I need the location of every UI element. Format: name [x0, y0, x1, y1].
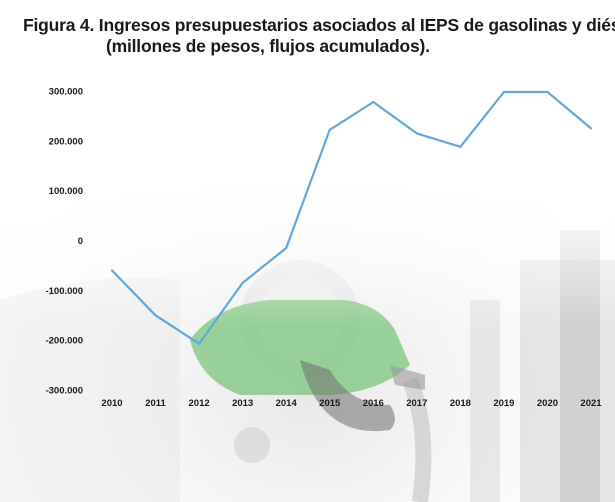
y-tick-label: 200.000 [49, 136, 83, 147]
x-tick-label: 2015 [319, 398, 341, 409]
y-tick-label: 0 [78, 236, 83, 247]
y-tick-label: -300.000 [45, 386, 83, 397]
data-point [589, 127, 593, 130]
y-tick-label: -100.000 [45, 286, 83, 297]
data-point [546, 90, 549, 94]
x-tick-label: 2020 [537, 398, 558, 409]
chart-title-line-1: Figura 4. Ingresos presupuestarios asoci… [23, 15, 615, 35]
x-tick-label: 2017 [406, 398, 427, 409]
x-tick-label: 2019 [493, 398, 514, 409]
x-tick-label: 2016 [363, 398, 384, 409]
data-point [241, 281, 244, 284]
y-tick-label: -200.000 [45, 336, 83, 347]
data-point [110, 269, 114, 272]
data-point [459, 145, 462, 148]
data-point [197, 342, 201, 345]
data-point [502, 90, 506, 94]
data-point [328, 128, 331, 131]
y-tick-label: 300.000 [49, 87, 83, 98]
data-point [285, 246, 288, 250]
x-tick-label: 2021 [580, 398, 602, 409]
data-point [372, 100, 375, 104]
x-tick-label: 2013 [232, 398, 253, 409]
x-tick-label: 2014 [276, 398, 298, 409]
x-tick-label: 2018 [450, 398, 471, 409]
chart-title-line-2: (millones de pesos, flujos acumulados). [106, 36, 430, 56]
data-point [415, 132, 418, 135]
series-line [111, 90, 592, 345]
data-point [154, 314, 157, 317]
y-tick-label: 100.000 [49, 186, 83, 197]
x-tick-label: 2010 [101, 398, 122, 409]
x-tick-label: 2012 [189, 398, 210, 409]
x-tick-label: 2011 [145, 398, 166, 409]
